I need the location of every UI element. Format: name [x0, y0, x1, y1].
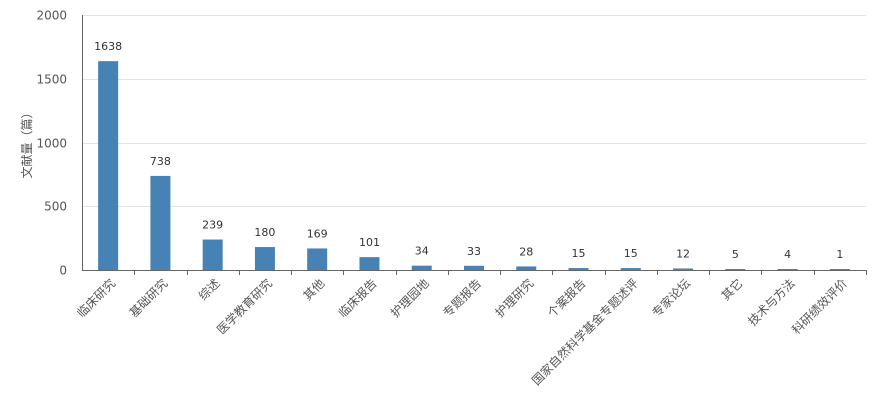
y-tick-label-1: 500 — [44, 200, 67, 214]
x-tick-label-6: 护理园地 — [388, 276, 432, 320]
data-label-8: 28 — [519, 245, 533, 258]
bar-13 — [777, 269, 798, 270]
data-label-10: 15 — [624, 247, 638, 260]
bar-2 — [202, 239, 223, 270]
data-labels: 1638 738 239 180 169 101 34 33 28 15 15 12 5 4 1 — [94, 40, 843, 261]
bar-9 — [568, 268, 589, 270]
bar-7 — [464, 265, 484, 270]
bar-1 — [150, 175, 171, 270]
x-tick-label-4: 其他 — [300, 276, 327, 303]
bar-0 — [98, 61, 119, 270]
bar-11 — [673, 268, 694, 270]
x-tick-label-0: 临床研究 — [74, 276, 119, 321]
data-label-5: 101 — [359, 236, 380, 249]
data-label-0: 1638 — [94, 40, 122, 53]
x-tick-label-14: 科研绩效评价 — [788, 276, 850, 338]
x-tick-label-11: 专家论坛 — [649, 276, 694, 321]
bars — [98, 61, 850, 270]
data-label-13: 4 — [784, 248, 791, 261]
bar-10 — [620, 268, 641, 270]
x-tick-label-12: 其它 — [718, 276, 746, 304]
data-label-9: 15 — [572, 247, 586, 260]
data-label-2: 239 — [202, 219, 223, 232]
bar-12 — [725, 269, 746, 270]
y-tick-label-4: 2000 — [36, 9, 67, 23]
gridlines — [82, 15, 866, 207]
x-tick-label-13: 技术与方法 — [745, 276, 798, 329]
x-tick-label-9: 个案报告 — [544, 276, 589, 321]
x-tick-label-5: 临床报告 — [335, 276, 380, 321]
x-tick-label-1: 基础研究 — [126, 276, 171, 321]
y-axis: 0 500 1000 1500 2000 — [36, 9, 83, 278]
data-label-6: 34 — [415, 245, 429, 258]
data-label-4: 169 — [307, 227, 328, 240]
x-tick-label-10: 国家自然科学基金专题述评 — [528, 276, 640, 388]
bar-3 — [254, 247, 275, 270]
x-tick-label-8: 护理研究 — [492, 276, 537, 321]
bar-5 — [359, 257, 380, 270]
bar-8 — [516, 266, 537, 270]
x-tick-label-3: 医学教育研究 — [214, 276, 276, 338]
data-label-3: 180 — [254, 226, 275, 239]
y-tick-label-0: 0 — [59, 264, 67, 278]
data-label-14: 1 — [836, 248, 843, 261]
x-tick-label-2: 综述 — [196, 276, 223, 303]
y-tick-label-3: 1500 — [36, 73, 67, 87]
bar-14 — [829, 269, 850, 270]
x-tick-label-7: 专题报告 — [440, 276, 485, 321]
y-tick-label-2: 1000 — [36, 137, 67, 151]
data-label-1: 738 — [150, 155, 171, 168]
bar-6 — [411, 265, 432, 270]
data-label-11: 12 — [676, 247, 690, 260]
data-label-12: 5 — [732, 248, 739, 261]
bar-4 — [307, 248, 328, 270]
y-axis-title: 文献量（篇） — [19, 106, 34, 178]
data-label-7: 33 — [467, 245, 481, 258]
